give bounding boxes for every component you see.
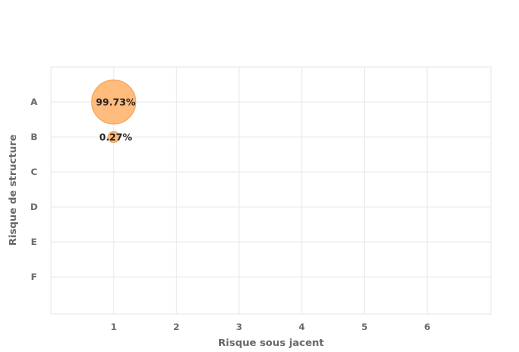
x-tick-labels: 1 2 3 4 5 6 <box>111 323 431 333</box>
data-label: 99.73% <box>96 98 136 109</box>
y-tick-label: F <box>31 273 37 283</box>
x-tick-label: 4 <box>299 323 305 333</box>
x-axis-title: Risque sous jacent <box>218 338 324 349</box>
x-tick-label: 1 <box>111 323 117 333</box>
y-tick-label: E <box>31 238 37 248</box>
y-tick-label: C <box>31 168 38 178</box>
data-labels: 99.73% 0.27% <box>96 98 136 144</box>
y-tick-label: B <box>31 133 38 143</box>
data-label: 0.27% <box>99 133 132 144</box>
y-tick-labels: A B C D E F <box>30 98 37 283</box>
y-axis-title: Risque de structure <box>8 134 19 246</box>
x-tick-label: 3 <box>236 323 242 333</box>
x-tick-label: 6 <box>424 323 430 333</box>
bubble <box>107 131 120 143</box>
x-tick-label: 5 <box>361 323 367 333</box>
y-tick-label: A <box>31 98 38 108</box>
y-tick-label: D <box>30 203 37 213</box>
x-tick-label: 2 <box>173 323 179 333</box>
bubbles <box>91 79 137 143</box>
bubble <box>91 79 137 125</box>
